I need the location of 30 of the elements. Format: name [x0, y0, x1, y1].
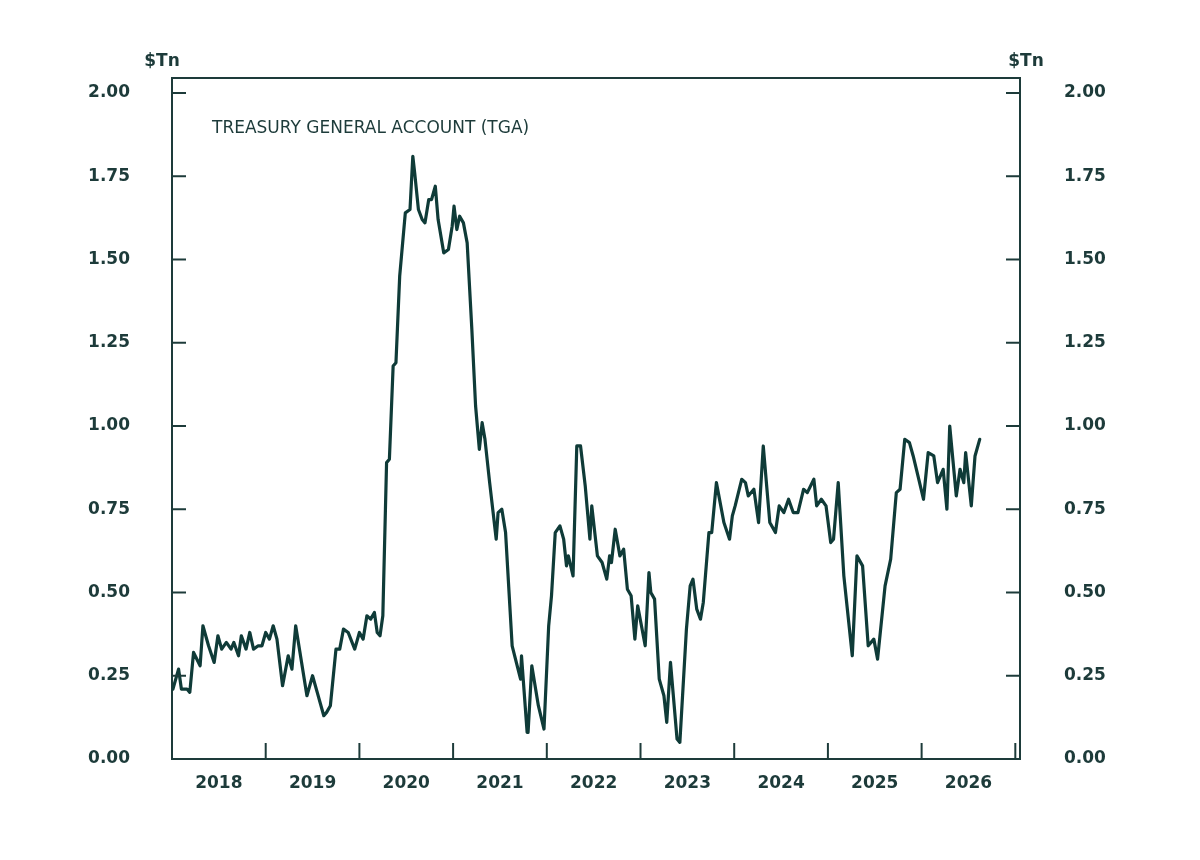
y-tick-label: 0.25 [88, 664, 130, 685]
y-tick-label: 0.00 [88, 747, 131, 768]
y2-tick-label: 1.50 [1064, 247, 1107, 268]
y2-tick-label: 2.00 [1064, 81, 1107, 102]
x-tick-label: 2026 [944, 771, 993, 792]
y-tick-label: 0.50 [88, 580, 131, 601]
y-axis-title: $Tn [144, 49, 180, 70]
y-tick-label: 1.75 [88, 164, 130, 185]
x-tick-label: 2022 [569, 771, 618, 792]
y-tick-label: 2.00 [88, 81, 131, 102]
y-tick-label: 1.50 [88, 247, 131, 268]
x-tick-label: 2024 [757, 771, 805, 792]
x-tick-label: 2021 [476, 771, 524, 792]
x-tick-label: 2018 [195, 771, 243, 792]
y-tick-label: 0.75 [88, 497, 130, 518]
y2-axis-title: $Tn [1008, 49, 1044, 70]
y2-tick-label: 0.25 [1064, 664, 1106, 685]
y2-tick-label: 1.25 [1064, 331, 1106, 352]
x-tick-label: 2023 [663, 771, 712, 792]
y2-tick-label: 0.00 [1064, 747, 1107, 768]
y2-tick-label: 1.00 [1064, 414, 1107, 435]
y-tick-label: 1.25 [88, 331, 130, 352]
y-tick-label: 1.00 [88, 414, 131, 435]
x-tick-label: 2025 [851, 771, 899, 792]
y2-tick-label: 0.75 [1064, 497, 1106, 518]
text: TREASURY GENERAL ACCOUNT (TGA) [211, 117, 530, 138]
y2-tick-label: 0.50 [1064, 580, 1107, 601]
x-tick-label: 2019 [288, 771, 337, 792]
x-tick-label: 2020 [382, 771, 431, 792]
y2-tick-label: 1.75 [1064, 164, 1106, 185]
